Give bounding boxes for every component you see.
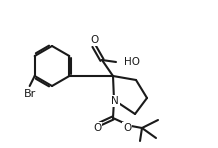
Text: O: O — [123, 123, 131, 133]
Text: O: O — [90, 35, 98, 45]
Text: O: O — [93, 123, 101, 133]
Text: Br: Br — [24, 89, 36, 99]
Text: N: N — [111, 96, 119, 106]
Text: HO: HO — [124, 57, 140, 67]
